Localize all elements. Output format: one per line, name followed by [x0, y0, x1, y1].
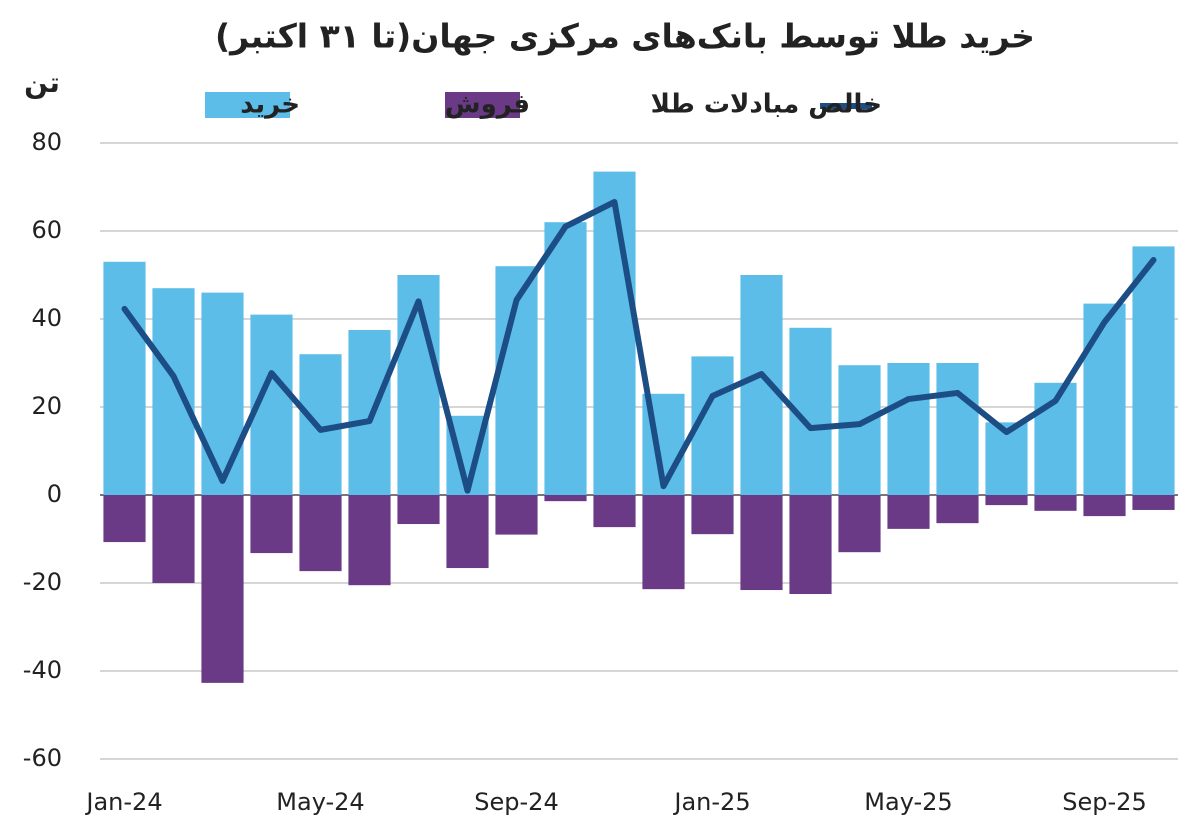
bar — [446, 495, 489, 569]
legend-swatch — [445, 92, 520, 118]
bar — [397, 495, 440, 525]
y-tick-label: -20 — [23, 568, 62, 596]
x-tick-label: Sep-24 — [474, 788, 558, 816]
bar — [1083, 495, 1126, 517]
bar — [152, 495, 195, 583]
bar — [152, 288, 195, 495]
bar — [740, 275, 783, 495]
y-axis-label: تن — [24, 66, 60, 99]
bar — [348, 330, 391, 495]
bar — [201, 495, 244, 683]
bar — [1132, 246, 1175, 495]
bar — [691, 495, 734, 535]
bar — [1132, 495, 1175, 510]
x-tick-label: May-24 — [276, 788, 364, 816]
bar — [299, 495, 342, 572]
legend-label: خرید — [240, 90, 300, 120]
bar — [250, 495, 293, 554]
bar — [887, 495, 930, 529]
y-tick-label: 20 — [31, 392, 62, 420]
bar — [544, 222, 587, 495]
bar — [642, 495, 685, 590]
x-tick-label: Sep-25 — [1062, 788, 1146, 816]
x-tick-label: Jan-24 — [84, 788, 162, 816]
y-tick-label: 0 — [47, 480, 62, 508]
bar — [544, 495, 587, 502]
y-tick-label: 40 — [31, 304, 62, 332]
x-tick-label: Jan-25 — [672, 788, 750, 816]
legend-label: فروش — [445, 90, 530, 120]
legend-swatch — [205, 92, 290, 118]
bar — [593, 495, 636, 528]
y-tick-label: 60 — [31, 216, 62, 244]
bar — [740, 495, 783, 591]
bar — [985, 495, 1028, 506]
bar — [103, 495, 146, 543]
bar — [495, 495, 538, 535]
y-tick-label: -60 — [23, 744, 62, 772]
bar — [838, 495, 881, 553]
bar — [936, 363, 979, 495]
bar — [1034, 495, 1077, 511]
bar — [593, 171, 636, 495]
y-tick-label: 80 — [31, 128, 62, 156]
bar — [348, 495, 391, 586]
bar — [103, 261, 146, 495]
x-tick-label: May-25 — [864, 788, 952, 816]
chart-title: خرید طلا توسط بانک‌های مرکزی جهان(تا ۳۱ … — [215, 17, 1035, 57]
legend-label: خالص مبادلات طلا — [651, 90, 882, 120]
net-line — [121, 198, 1157, 494]
y-tick-label: -40 — [23, 656, 62, 684]
bar — [1083, 303, 1126, 495]
bar — [789, 495, 832, 594]
bar — [201, 292, 244, 495]
legend: خرید فروش خالص مبادلات طلا — [205, 90, 882, 120]
bar — [838, 365, 881, 495]
bar — [936, 495, 979, 524]
bar — [887, 363, 930, 495]
